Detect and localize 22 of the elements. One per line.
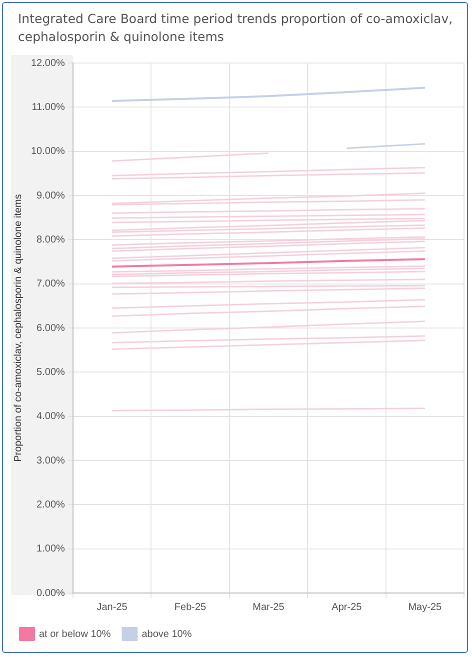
y-tick-label: 3.00% — [36, 455, 66, 466]
y-tick-label: 1.00% — [36, 544, 66, 555]
x-tick-label: May-25 — [408, 602, 442, 613]
y-tick-label: 11.00% — [32, 102, 66, 113]
x-tick-label: Mar-25 — [252, 602, 285, 613]
y-tick-label: 12.00% — [30, 58, 66, 69]
chart-title: Integrated Care Board time period trends proportion of co-amoxiclav, cephalosporin & quinolone items — [18, 10, 454, 46]
y-tick-label: 6.00% — [36, 322, 66, 334]
x-tick-label: Jan-25 — [96, 602, 128, 613]
y-tick-label: 10.00% — [30, 146, 66, 158]
y-tick-label: 2.00% — [36, 499, 66, 510]
legend-label: above 10% — [142, 628, 192, 640]
y-tick-label: 4.00% — [36, 411, 66, 422]
y-tick-label: 7.00% — [36, 278, 66, 290]
y-tick-label: 0.00% — [36, 588, 66, 599]
y-tick-label: 9.00% — [36, 190, 66, 202]
legend-label: at or below 10% — [39, 628, 111, 640]
x-tick-label: Apr-25 — [332, 602, 362, 613]
x-tick-label: Feb-25 — [174, 602, 207, 613]
y-tick-label: 5.00% — [36, 366, 66, 378]
y-tick-label: 8.00% — [36, 234, 66, 246]
y-axis-title: Proportion of co-amoxiclav, cephalosporin & quinolone items — [12, 194, 24, 462]
